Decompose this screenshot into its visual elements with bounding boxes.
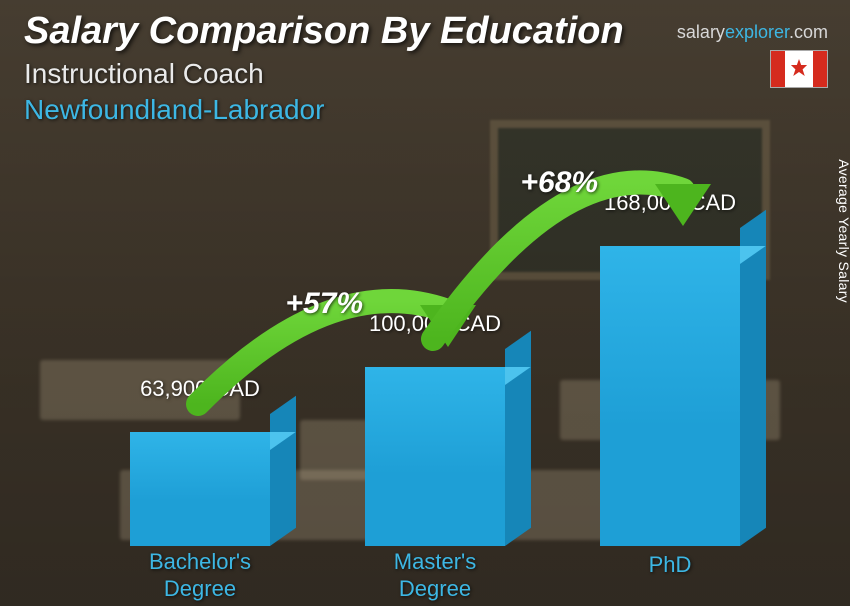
source-highlight: explorer (725, 22, 789, 42)
bar-side (270, 396, 296, 546)
bar (600, 246, 740, 546)
bar-body (130, 432, 270, 546)
bar (130, 432, 270, 546)
chart-title: Salary Comparison By Education (24, 10, 624, 53)
bar-category-label: Master'sDegree (335, 549, 535, 602)
bar-chart: 63,900 CADBachelor'sDegree100,000 CADMas… (70, 146, 790, 546)
bar-body (365, 367, 505, 546)
bar-side (505, 331, 531, 546)
bar-front (365, 367, 505, 546)
bar-front (600, 246, 740, 546)
source-prefix: salary (677, 22, 725, 42)
source-suffix: .com (789, 22, 828, 42)
bar (365, 367, 505, 546)
increase-pct-label: +57% (286, 287, 364, 321)
bar-front (130, 432, 270, 546)
y-axis-label: Average Yearly Salary (836, 159, 850, 303)
increase-pct-label: +68% (521, 166, 599, 200)
source-attribution: salaryexplorer.com (677, 22, 828, 43)
chart-region: Newfoundland-Labrador (24, 94, 324, 126)
chart-subtitle: Instructional Coach (24, 58, 264, 90)
bar-body (600, 246, 740, 546)
bar-category-label: PhD (570, 552, 770, 578)
bar-category-label: Bachelor'sDegree (100, 549, 300, 602)
canada-flag-icon (770, 50, 828, 88)
bar-value-label: 63,900 CAD (90, 376, 310, 402)
